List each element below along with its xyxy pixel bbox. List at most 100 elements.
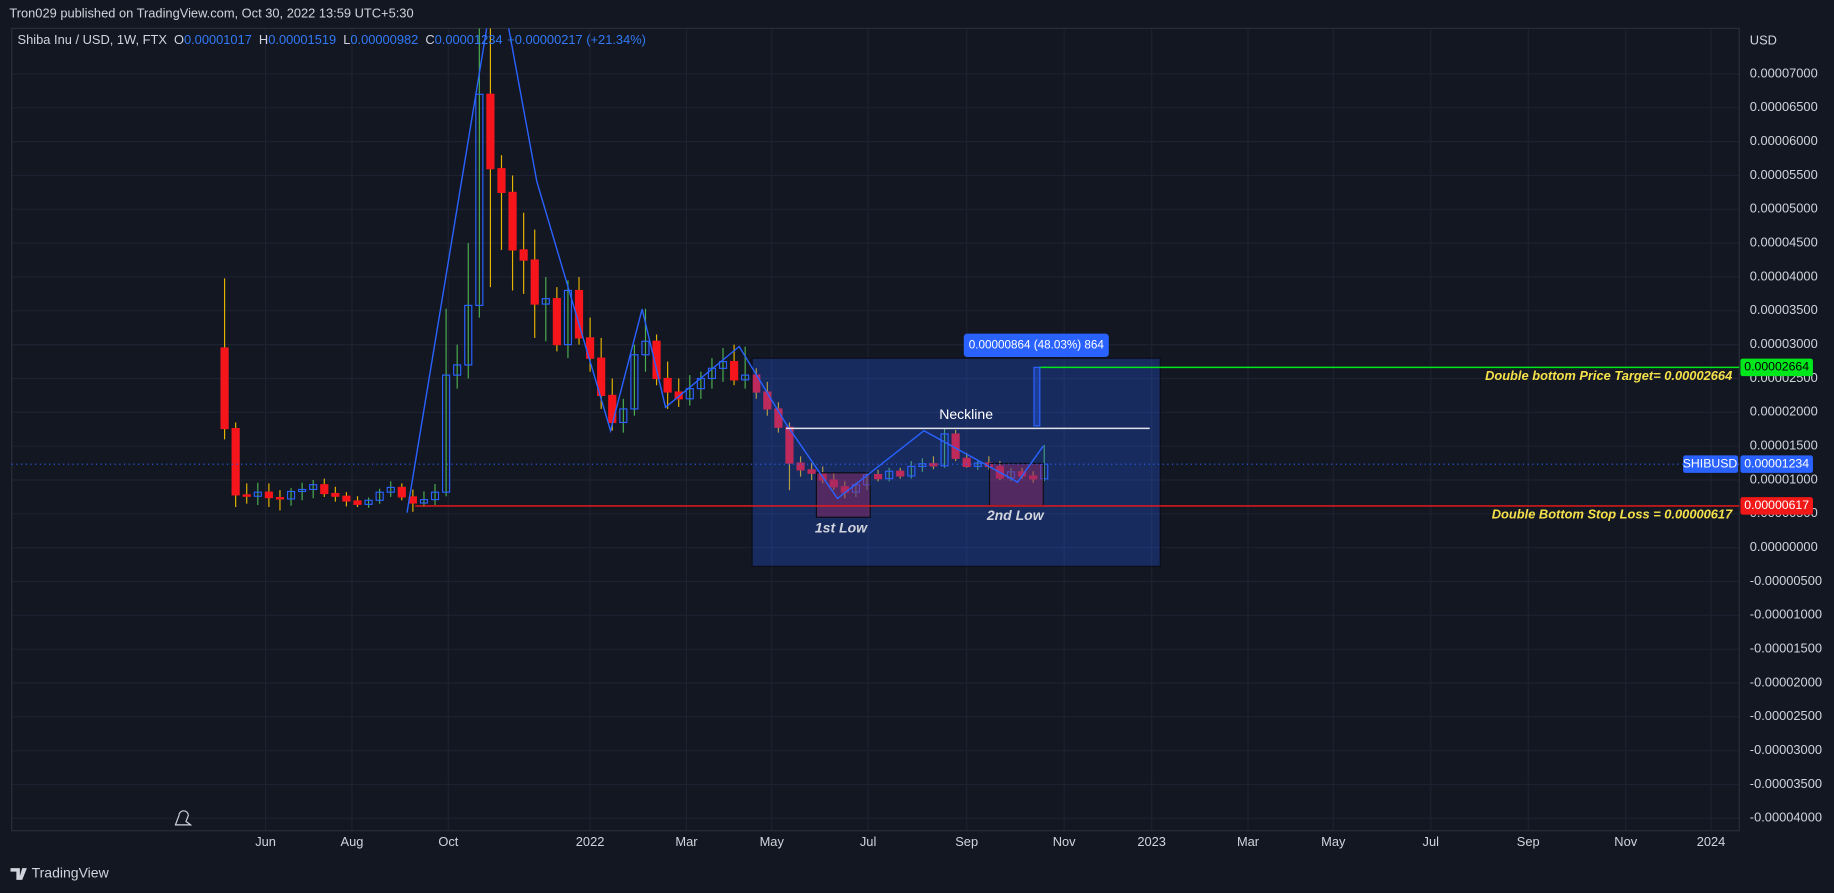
pattern-box bbox=[751, 357, 1161, 567]
candle-body bbox=[331, 492, 340, 497]
y-tick-label: 0.00002000 bbox=[1750, 404, 1818, 419]
candle-body bbox=[497, 168, 506, 193]
candle-body bbox=[464, 304, 473, 366]
y-tick-label: 0.00006000 bbox=[1750, 133, 1818, 148]
candle-body bbox=[641, 340, 650, 356]
publisher: Tron029 published on TradingView.com, Oc… bbox=[9, 6, 413, 21]
candle-body bbox=[486, 93, 495, 170]
legend-key: L bbox=[343, 33, 350, 48]
candle-body bbox=[264, 491, 273, 499]
legend-value: 0.00000982 bbox=[350, 33, 418, 48]
candle-body bbox=[397, 486, 406, 498]
candle-body bbox=[940, 433, 949, 467]
low-label: 1st Low bbox=[815, 520, 868, 536]
x-tick-label: Jul bbox=[860, 834, 876, 849]
candle-body bbox=[674, 391, 683, 400]
y-tick-label: -0.00003000 bbox=[1750, 742, 1822, 757]
target-note: Double bottom Price Target= 0.00002664 bbox=[1485, 368, 1732, 383]
candle-body bbox=[796, 462, 805, 471]
last-price-tag: 0.00001234 bbox=[1744, 456, 1809, 470]
y-tick-label: 0.00003000 bbox=[1750, 336, 1818, 351]
candle-body bbox=[685, 388, 694, 400]
y-tick-label: -0.00002500 bbox=[1750, 708, 1822, 723]
candle-body bbox=[552, 298, 561, 346]
y-tick-label: 0.00001000 bbox=[1750, 471, 1818, 486]
candle-body bbox=[530, 259, 539, 305]
candle-body bbox=[873, 473, 883, 480]
drawings: Neckline 1st Low 2nd Low bbox=[174, 28, 1161, 826]
candle-body bbox=[475, 93, 484, 306]
candle-body bbox=[597, 357, 606, 396]
x-tick-label: Oct bbox=[438, 834, 458, 849]
candle-body bbox=[1029, 475, 1038, 480]
y-tick-label: 0.00006500 bbox=[1750, 99, 1818, 114]
candle-body bbox=[619, 408, 628, 424]
candle-body bbox=[918, 463, 927, 468]
levels: Double bottom Price Target= 0.00002664 Do… bbox=[11, 333, 1740, 522]
legend-change: +0.00000217 (+21.34%) bbox=[507, 33, 646, 48]
y-tick-label: 0.00001500 bbox=[1750, 438, 1818, 453]
candle-body bbox=[408, 496, 417, 504]
x-tick-label: 2024 bbox=[1697, 834, 1726, 849]
candle-body bbox=[298, 488, 307, 493]
legend-value: 0.00001017 bbox=[184, 33, 252, 48]
measure-bar bbox=[1033, 366, 1041, 427]
candle-body bbox=[253, 491, 262, 497]
x-tick-label: Mar bbox=[1237, 834, 1260, 849]
candle-body bbox=[453, 364, 462, 376]
y-tick-label: 0.00005500 bbox=[1750, 167, 1818, 182]
legend-value: 0.00001234 bbox=[435, 33, 503, 48]
candle-body bbox=[718, 360, 728, 369]
stop-loss-tag-bg bbox=[1740, 497, 1813, 515]
candle-body bbox=[1040, 463, 1049, 480]
x-tick-label: Nov bbox=[1614, 834, 1637, 849]
x-tick-label: Sep bbox=[1517, 834, 1540, 849]
y-tick-label: 0.00004500 bbox=[1750, 235, 1818, 250]
legend-key: C bbox=[425, 33, 434, 48]
candle-body bbox=[608, 394, 617, 424]
zigzag bbox=[406, 28, 1044, 513]
legend: Shiba Inu / USD, 1W, FTX O0.00001017 H0.00… bbox=[18, 33, 646, 48]
target-tag: 0.00002664 bbox=[1744, 360, 1809, 374]
candle-body bbox=[973, 462, 982, 468]
y-tick-label: 0.00003500 bbox=[1750, 302, 1818, 317]
candle-body bbox=[364, 499, 373, 505]
y-tick-label: 0.00005000 bbox=[1750, 201, 1818, 216]
candle-body bbox=[309, 484, 318, 491]
y-tick-label: -0.00004000 bbox=[1750, 810, 1822, 825]
y-tick-label: -0.00001000 bbox=[1750, 607, 1822, 622]
x-tick-label: Jun bbox=[255, 834, 276, 849]
neckline-label: Neckline bbox=[939, 406, 993, 422]
x-tick-label: May bbox=[760, 834, 785, 849]
candle-body bbox=[286, 490, 296, 500]
stop-loss-tag: 0.00000617 bbox=[1744, 498, 1809, 512]
candle-body bbox=[729, 360, 739, 381]
legend-value: 0.00001519 bbox=[268, 33, 336, 48]
candle-body bbox=[419, 499, 429, 504]
measure-box bbox=[963, 333, 1109, 358]
y-tick-label: -0.00002000 bbox=[1750, 674, 1822, 689]
candles bbox=[220, 28, 1049, 512]
y-tick-label: -0.00000500 bbox=[1750, 573, 1822, 588]
candle-body bbox=[386, 486, 395, 493]
x-tick-label: Sep bbox=[955, 834, 978, 849]
candle-body bbox=[342, 495, 351, 502]
brand: TradingView bbox=[32, 865, 110, 881]
candle-body bbox=[508, 191, 517, 251]
candle-body bbox=[353, 500, 362, 505]
candle-body bbox=[807, 469, 816, 474]
candle-body bbox=[962, 457, 971, 468]
price-tags: 0.00002664 0.00000617 SHIBUSD 0.00001234 bbox=[1683, 358, 1813, 515]
y-tick-label: -0.00001500 bbox=[1750, 641, 1822, 656]
y-tick-label: 0.00000000 bbox=[1750, 539, 1818, 554]
x-tick-label: Aug bbox=[341, 834, 364, 849]
candle-body bbox=[896, 470, 905, 477]
logo-mark bbox=[174, 810, 193, 826]
plot-frame bbox=[11, 27, 1740, 832]
x-tick-label: 2022 bbox=[576, 834, 605, 849]
low-box bbox=[988, 462, 1044, 507]
candle-body bbox=[652, 340, 661, 380]
legend-symbol: Shiba Inu / USD, 1W, FTX bbox=[18, 33, 168, 48]
candle-body bbox=[242, 494, 251, 497]
